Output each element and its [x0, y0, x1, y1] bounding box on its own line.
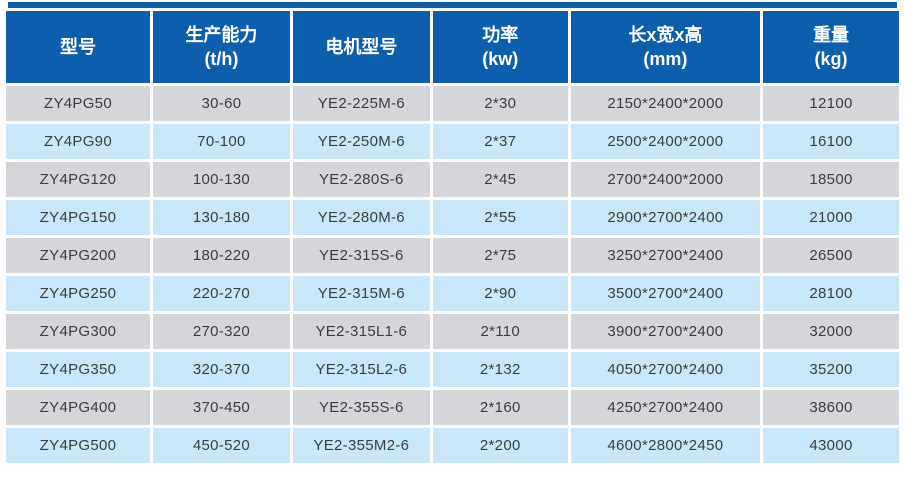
- cell-model: ZY4PG150: [6, 200, 150, 235]
- spec-table-container: 型号 生产能力 (t/h) 电机型号 功率 (kw) 长x宽x高 (mm) 重量 (kg) ZY4…: [3, 8, 902, 466]
- cell-weight: 26500: [763, 238, 899, 273]
- cell-power: 2*160: [432, 390, 568, 425]
- cell-power: 2*200: [432, 428, 568, 463]
- cell-capacity: 180-220: [152, 238, 290, 273]
- cell-model: ZY4PG200: [6, 238, 150, 273]
- column-unit: (t/h): [204, 49, 239, 69]
- cell-capacity: 30-60: [152, 86, 290, 121]
- column-header-model: 型号: [6, 11, 150, 83]
- column-header-power: 功率 (kw): [432, 11, 568, 83]
- cell-weight: 43000: [763, 428, 899, 463]
- column-title: 生产能力: [185, 24, 258, 45]
- column-header-dimensions: 长x宽x高 (mm): [570, 11, 761, 83]
- cell-power: 2*90: [432, 276, 568, 311]
- column-title: 长x宽x高: [628, 24, 703, 45]
- column-title: 功率: [482, 24, 519, 45]
- cell-power: 2*55: [432, 200, 568, 235]
- cell-power: 2*110: [432, 314, 568, 349]
- cell-weight: 12100: [763, 86, 899, 121]
- cell-motor: YE2-280S-6: [292, 162, 430, 197]
- cell-weight: 38600: [763, 390, 899, 425]
- cell-dimensions: 4600*2800*2450: [570, 428, 761, 463]
- top-accent-bar: [8, 2, 897, 8]
- cell-dimensions: 4050*2700*2400: [570, 352, 761, 387]
- cell-power: 2*30: [432, 86, 568, 121]
- cell-weight: 18500: [763, 162, 899, 197]
- cell-model: ZY4PG90: [6, 124, 150, 159]
- cell-model: ZY4PG300: [6, 314, 150, 349]
- cell-capacity: 220-270: [152, 276, 290, 311]
- table-row: ZY4PG150 130-180 YE2-280M-6 2*55 2900*2700*2…: [6, 200, 899, 235]
- cell-motor: YE2-315M-6: [292, 276, 430, 311]
- cell-power: 2*132: [432, 352, 568, 387]
- column-unit: (kw): [482, 49, 519, 69]
- cell-dimensions: 4250*2700*2400: [570, 390, 761, 425]
- cell-weight: 32000: [763, 314, 899, 349]
- cell-dimensions: 3500*2700*2400: [570, 276, 761, 311]
- cell-model: ZY4PG120: [6, 162, 150, 197]
- cell-motor: YE2-280M-6: [292, 200, 430, 235]
- cell-dimensions: 2700*2400*2000: [570, 162, 761, 197]
- cell-capacity: 270-320: [152, 314, 290, 349]
- cell-model: ZY4PG50: [6, 86, 150, 121]
- cell-capacity: 370-450: [152, 390, 290, 425]
- table-row: ZY4PG500 450-520 YE2-355M2-6 2*200 4600*2800…: [6, 428, 899, 463]
- cell-power: 2*75: [432, 238, 568, 273]
- table-row: ZY4PG90 70-100 YE2-250M-6 2*37 2500*2400*200…: [6, 124, 899, 159]
- cell-capacity: 100-130: [152, 162, 290, 197]
- column-header-capacity: 生产能力 (t/h): [152, 11, 290, 83]
- spec-table-header: 型号 生产能力 (t/h) 电机型号 功率 (kw) 长x宽x高 (mm) 重量 (kg): [6, 11, 899, 83]
- column-unit: (kg): [814, 49, 848, 69]
- cell-dimensions: 3250*2700*2400: [570, 238, 761, 273]
- cell-motor: YE2-355M2-6: [292, 428, 430, 463]
- cell-weight: 28100: [763, 276, 899, 311]
- cell-model: ZY4PG250: [6, 276, 150, 311]
- spec-table: 型号 生产能力 (t/h) 电机型号 功率 (kw) 长x宽x高 (mm) 重量 (kg) ZY4…: [3, 8, 902, 466]
- header-row: 型号 生产能力 (t/h) 电机型号 功率 (kw) 长x宽x高 (mm) 重量 (kg): [6, 11, 899, 83]
- table-row: ZY4PG400 370-450 YE2-355S-6 2*160 4250*2700*…: [6, 390, 899, 425]
- cell-model: ZY4PG350: [6, 352, 150, 387]
- cell-motor: YE2-315L1-6: [292, 314, 430, 349]
- cell-motor: YE2-315L2-6: [292, 352, 430, 387]
- cell-motor: YE2-315S-6: [292, 238, 430, 273]
- cell-motor: YE2-250M-6: [292, 124, 430, 159]
- cell-power: 2*45: [432, 162, 568, 197]
- cell-model: ZY4PG400: [6, 390, 150, 425]
- cell-motor: YE2-225M-6: [292, 86, 430, 121]
- cell-dimensions: 2150*2400*2000: [570, 86, 761, 121]
- column-header-weight: 重量 (kg): [763, 11, 899, 83]
- cell-motor: YE2-355S-6: [292, 390, 430, 425]
- table-row: ZY4PG250 220-270 YE2-315M-6 2*90 3500*2700*2…: [6, 276, 899, 311]
- column-title: 电机型号: [325, 36, 398, 57]
- cell-dimensions: 2900*2700*2400: [570, 200, 761, 235]
- spec-table-body: ZY4PG50 30-60 YE2-225M-6 2*30 2150*2400*2000…: [6, 86, 899, 463]
- cell-capacity: 130-180: [152, 200, 290, 235]
- cell-dimensions: 2500*2400*2000: [570, 124, 761, 159]
- cell-power: 2*37: [432, 124, 568, 159]
- cell-weight: 16100: [763, 124, 899, 159]
- table-row: ZY4PG300 270-320 YE2-315L1-6 2*110 3900*2700…: [6, 314, 899, 349]
- table-row: ZY4PG350 320-370 YE2-315L2-6 2*132 4050*2700…: [6, 352, 899, 387]
- column-unit: (mm): [643, 49, 688, 69]
- cell-capacity: 450-520: [152, 428, 290, 463]
- table-row: ZY4PG50 30-60 YE2-225M-6 2*30 2150*2400*2000…: [6, 86, 899, 121]
- cell-capacity: 70-100: [152, 124, 290, 159]
- column-title: 型号: [59, 36, 96, 57]
- cell-model: ZY4PG500: [6, 428, 150, 463]
- table-row: ZY4PG120 100-130 YE2-280S-6 2*45 2700*2400*2…: [6, 162, 899, 197]
- column-title: 重量: [813, 24, 849, 45]
- cell-capacity: 320-370: [152, 352, 290, 387]
- cell-weight: 21000: [763, 200, 899, 235]
- cell-dimensions: 3900*2700*2400: [570, 314, 761, 349]
- column-header-motor: 电机型号: [292, 11, 430, 83]
- table-row: ZY4PG200 180-220 YE2-315S-6 2*75 3250*2700*2…: [6, 238, 899, 273]
- cell-weight: 35200: [763, 352, 899, 387]
